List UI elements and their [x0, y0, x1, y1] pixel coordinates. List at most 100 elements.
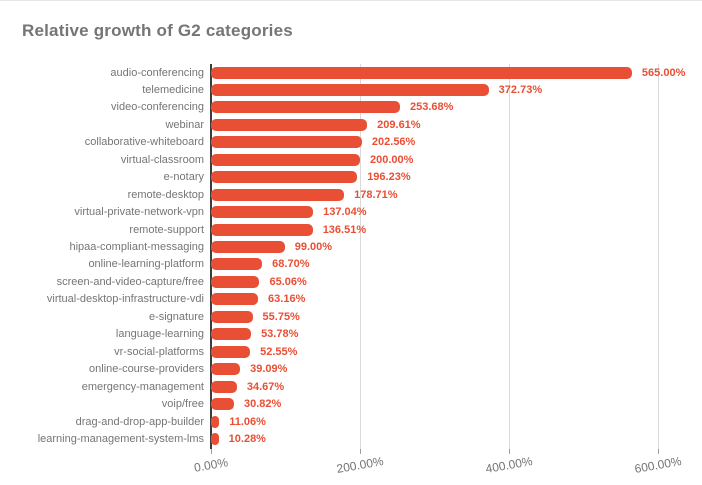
bar-row: telemedicine 372.73%: [142, 83, 543, 96]
x-axis-tick: [658, 449, 659, 454]
category-label: online-course-providers: [89, 363, 204, 376]
bar: [211, 223, 313, 236]
category-label: virtual-classroom: [120, 153, 204, 166]
bar-row: audio-conferencing 565.00%: [110, 66, 686, 79]
value-label: 55.75%: [262, 310, 300, 323]
bar-row: emergency-management 34.67%: [82, 380, 285, 393]
category-label: screen-and-video-capture/free: [56, 275, 204, 288]
bar: [211, 258, 263, 271]
bar: [211, 345, 251, 358]
category-label: drag-and-drop-app-builder: [75, 415, 204, 428]
bar-row: voip/free 30.82%: [162, 398, 282, 411]
bar-row: screen-and-video-capture/free 65.06%: [57, 275, 307, 288]
bar: [211, 432, 219, 445]
y-axis-line: [210, 64, 212, 449]
category-label: emergency-management: [81, 380, 204, 393]
category-label: webinar: [165, 118, 204, 131]
plot-area: 0.00% 200.00% 400.00% 600.00% audio-conferen…: [38, 64, 695, 476]
value-label: 202.56%: [371, 136, 416, 149]
bar: [211, 275, 260, 288]
bar: [211, 136, 362, 149]
value-label: 11.06%: [229, 415, 266, 428]
x-tick-label: 600.00%: [633, 453, 683, 477]
bar: [211, 83, 489, 96]
value-label: 196.23%: [367, 171, 411, 184]
gridline-400: [509, 64, 510, 449]
bar-row: webinar 209.61%: [165, 118, 421, 131]
bar: [211, 293, 259, 306]
chart-title: Relative growth of G2 categories: [22, 21, 293, 40]
bar: [211, 171, 358, 184]
bar-row: learning-management-system-lms 10.28%: [38, 432, 266, 445]
bar-row: e-notary 196.23%: [164, 171, 411, 184]
bar-row: hipaa-compliant-messaging 99.00%: [69, 241, 333, 253]
bar: [211, 328, 252, 341]
value-label: 372.73%: [498, 83, 543, 96]
bar: [211, 241, 285, 253]
bar: [211, 188, 345, 201]
value-label: 53.78%: [261, 328, 299, 341]
value-label: 565.00%: [641, 66, 686, 79]
category-label: video-conferencing: [111, 101, 204, 114]
category-label: online-learning-platform: [88, 258, 204, 271]
value-label: 137.04%: [323, 206, 367, 219]
bar: [211, 206, 314, 219]
category-label: voip/free: [161, 398, 204, 411]
value-label: 68.70%: [272, 258, 310, 271]
value-label: 65.06%: [269, 275, 307, 288]
value-label: 253.68%: [409, 101, 454, 114]
bar: [211, 415, 220, 428]
gridline-600: [658, 64, 659, 449]
x-tick-label: 0.00%: [193, 455, 229, 475]
value-label: 178.71%: [354, 188, 398, 201]
category-label: remote-desktop: [127, 188, 204, 201]
x-axis-tick: [360, 449, 361, 454]
bar: [211, 380, 237, 393]
category-label: hipaa-compliant-messaging: [69, 241, 204, 253]
category-label: telemedicine: [142, 83, 204, 96]
x-axis-tick: [211, 449, 212, 454]
value-label: 10.28%: [228, 432, 266, 445]
value-label: 63.16%: [268, 293, 306, 306]
category-label: virtual-desktop-infrastructure-vdi: [46, 293, 204, 306]
bar-row: video-conferencing 253.68%: [111, 101, 454, 114]
category-label: remote-support: [129, 223, 204, 236]
bar-row: drag-and-drop-app-builder 11.06%: [76, 415, 266, 428]
bar-row: remote-support 136.51%: [129, 223, 367, 236]
category-label: learning-management-system-lms: [37, 432, 204, 445]
value-label: 30.82%: [243, 398, 282, 411]
bar: [211, 101, 400, 114]
bar: [211, 363, 241, 376]
x-tick-label: 400.00%: [484, 453, 534, 477]
category-label: audio-conferencing: [110, 66, 204, 79]
bar-row: vr-social-platforms 52.55%: [114, 345, 298, 358]
bar-row: e-signature 55.75%: [149, 310, 300, 323]
value-label: 136.51%: [322, 223, 367, 236]
bar-row: remote-desktop 178.71%: [128, 188, 398, 201]
bar: [211, 310, 253, 323]
bar-row: online-course-providers 39.09%: [89, 363, 288, 376]
bar: [211, 153, 360, 166]
category-label: e-signature: [148, 310, 204, 323]
value-label: 52.55%: [260, 345, 298, 358]
gridline-200: [360, 64, 361, 449]
bar-row: virtual-desktop-infrastructure-vdi 63.16%: [47, 293, 306, 306]
value-label: 39.09%: [250, 363, 288, 376]
value-label: 99.00%: [294, 241, 333, 253]
category-label: e-notary: [163, 171, 204, 184]
x-tick-label: 200.00%: [335, 453, 385, 477]
value-label: 200.00%: [370, 153, 414, 166]
bar-row: virtual-private-network-vpn 137.04%: [74, 206, 367, 219]
value-label: 209.61%: [377, 118, 421, 131]
x-axis-tick: [509, 449, 510, 454]
category-label: vr-social-platforms: [114, 345, 204, 358]
bar-row: virtual-classroom 200.00%: [121, 153, 414, 166]
bar: [211, 66, 632, 79]
bar: [211, 398, 234, 411]
category-label: language-learning: [115, 328, 204, 341]
bar-row: online-learning-platform 68.70%: [88, 258, 310, 271]
bar: [211, 118, 368, 131]
bar-row: collaborative-whiteboard 202.56%: [85, 136, 416, 149]
value-label: 34.67%: [246, 380, 285, 393]
bar-row: language-learning 53.78%: [116, 328, 299, 341]
